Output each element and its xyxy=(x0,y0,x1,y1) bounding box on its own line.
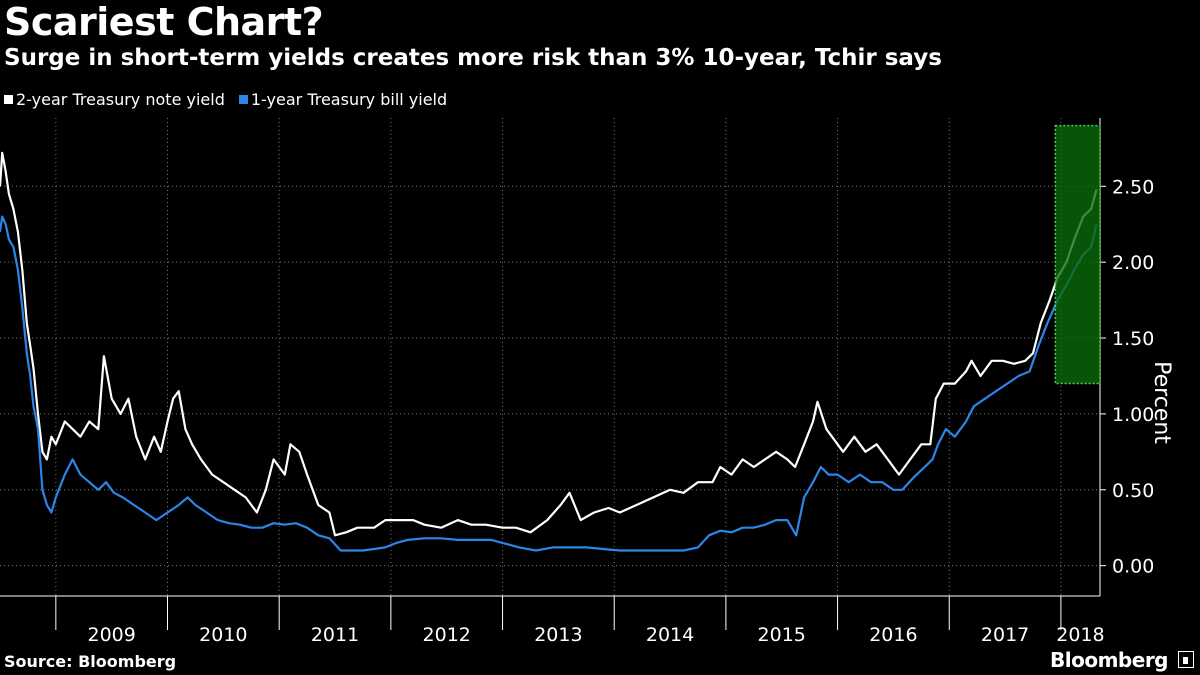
source-note: Source: Bloomberg xyxy=(4,652,177,671)
legend-swatch-2y xyxy=(4,95,13,104)
brand-mark-icon xyxy=(1178,651,1194,668)
series-line-1y xyxy=(0,215,1098,552)
y-tick-label: 1.50 xyxy=(1112,328,1154,350)
legend-item-2y: 2-year Treasury note yield xyxy=(4,90,225,109)
chart-legend: 2-year Treasury note yield 1-year Treasu… xyxy=(4,90,447,109)
legend-swatch-1y xyxy=(238,95,248,104)
legend-label-2y: 2-year Treasury note yield xyxy=(16,90,225,109)
y-tick-label: 0.00 xyxy=(1112,556,1154,578)
series-line-2y xyxy=(0,151,1098,537)
legend-item-1y: 1-year Treasury bill yield xyxy=(238,90,448,109)
x-tick-label: 2013 xyxy=(534,624,582,646)
x-tick-label: 2018 xyxy=(1056,624,1104,646)
y-tick-label: 2.00 xyxy=(1112,252,1154,274)
brand-logo: Bloomberg xyxy=(1050,648,1168,672)
y-tick-label: 2.50 xyxy=(1112,176,1154,198)
highlight-region xyxy=(1054,124,1101,385)
chart-subtitle: Surge in short-term yields creates more … xyxy=(4,45,942,71)
chart-title: Scariest Chart? xyxy=(4,0,324,44)
legend-label-1y: 1-year Treasury bill yield xyxy=(250,90,448,109)
y-tick-label: 1.00 xyxy=(1112,404,1154,426)
x-tick-label: 2010 xyxy=(199,624,247,646)
x-tick-label: 2017 xyxy=(981,624,1029,646)
x-tick-label: 2015 xyxy=(758,624,806,646)
y-tick-label: 0.50 xyxy=(1112,480,1154,502)
y-axis-label: Percent xyxy=(1148,361,1174,444)
x-tick-label: 2009 xyxy=(87,624,135,646)
x-tick-label: 2011 xyxy=(311,624,359,646)
x-tick-label: 2014 xyxy=(646,624,694,646)
x-tick-label: 2016 xyxy=(869,624,917,646)
x-tick-label: 2012 xyxy=(423,624,471,646)
